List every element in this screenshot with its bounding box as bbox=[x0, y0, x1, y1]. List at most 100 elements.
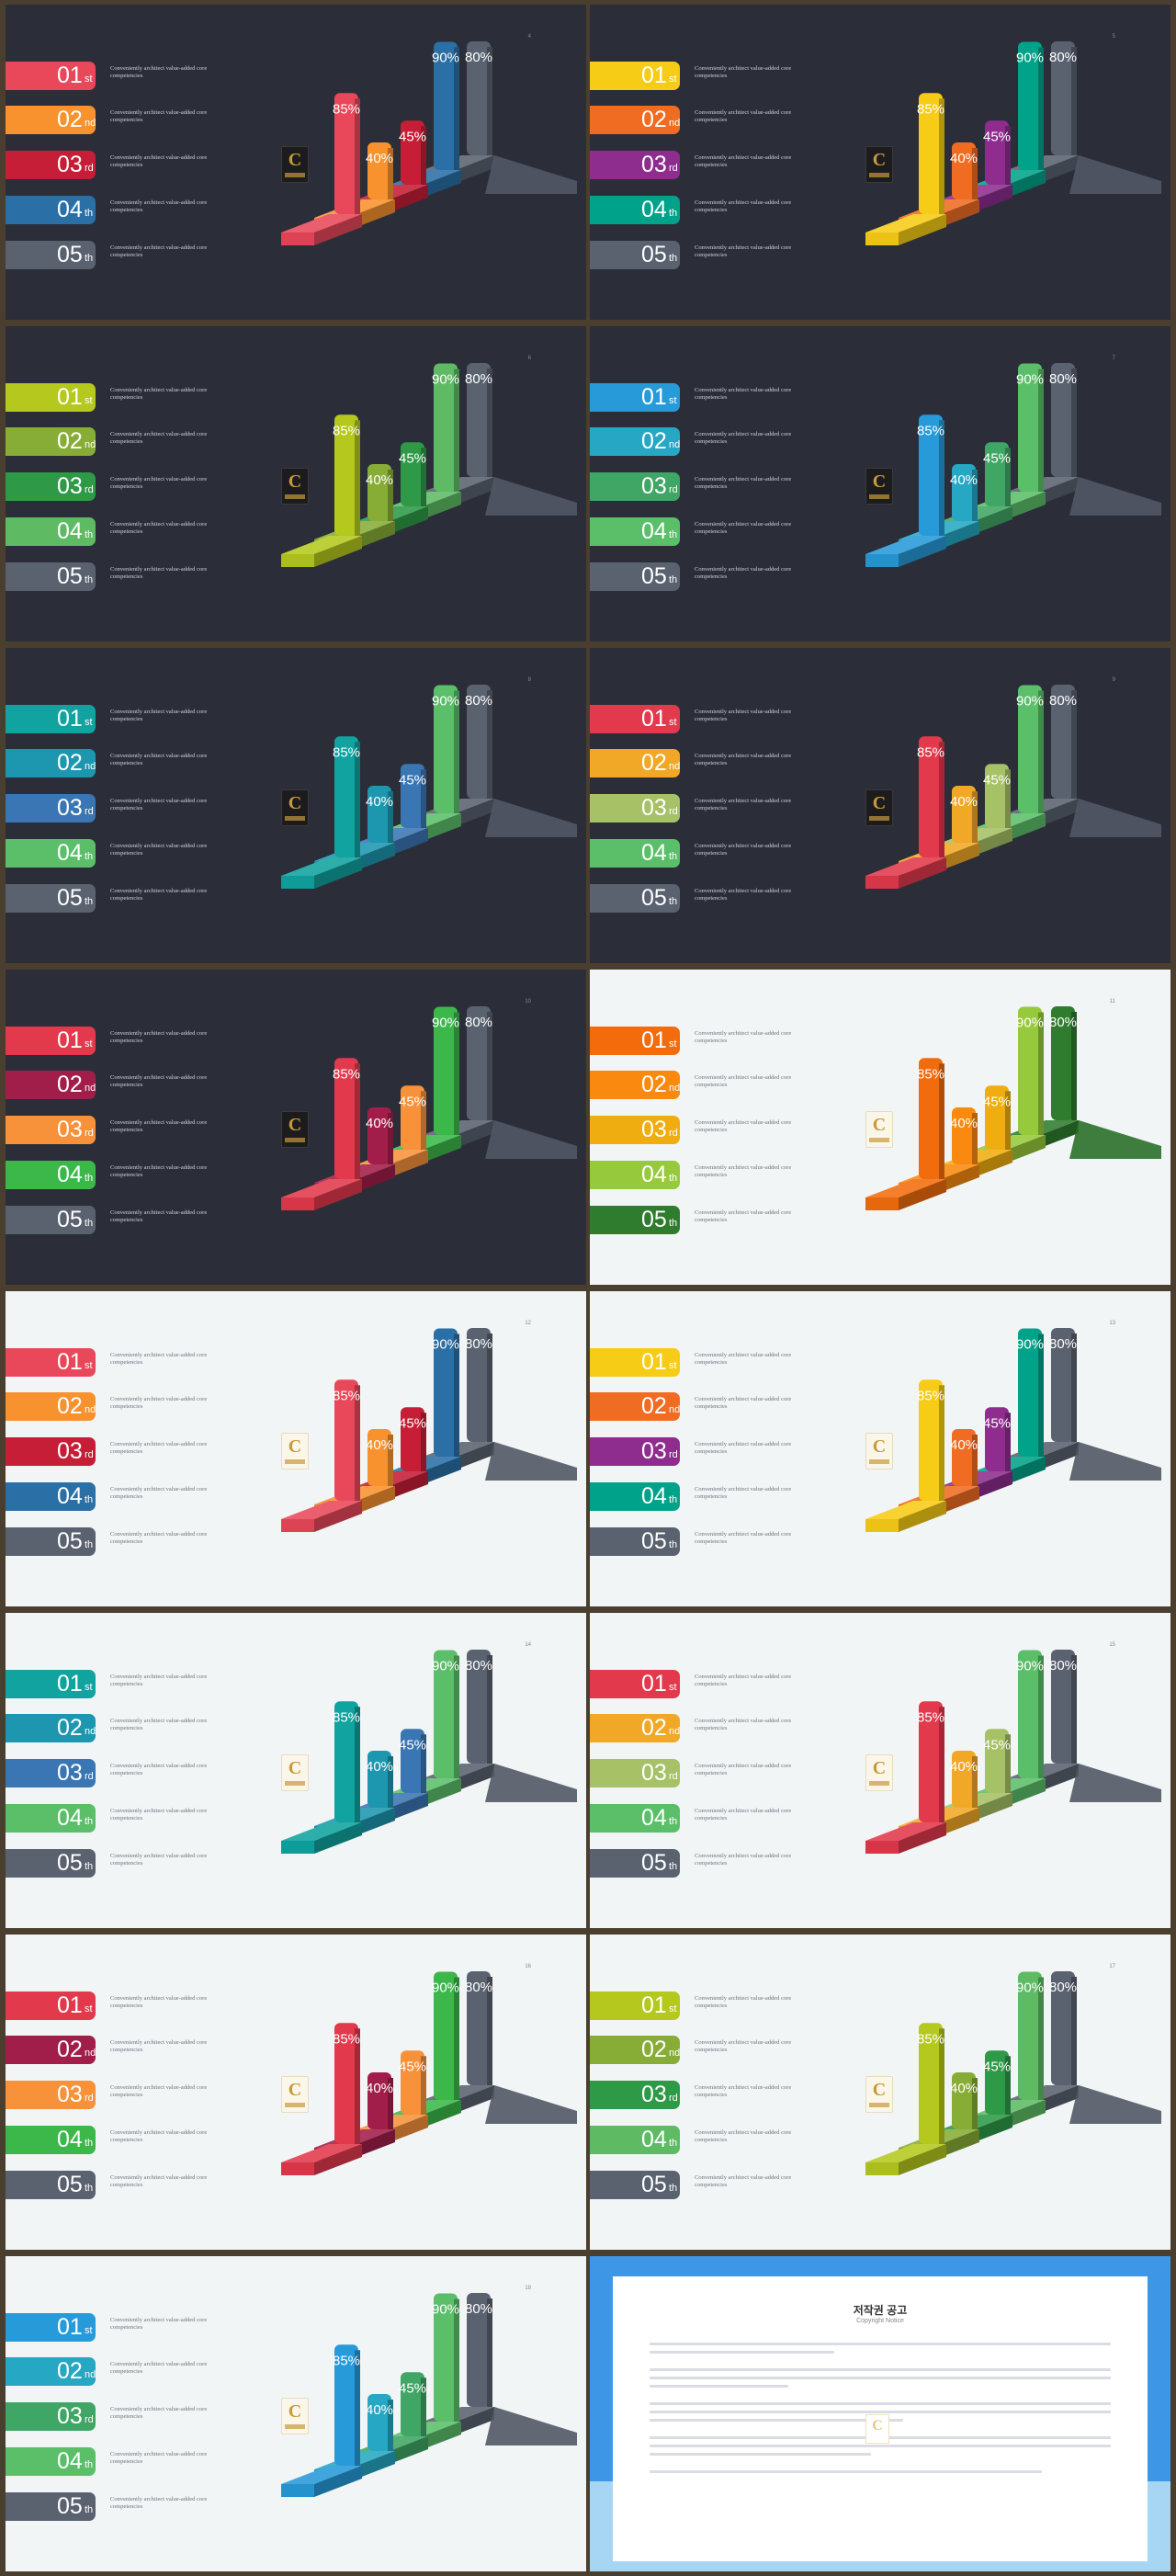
item-number: 01 bbox=[57, 62, 83, 88]
item-description: Conveniently architect value-added core … bbox=[695, 1531, 792, 1545]
logo-letter: C bbox=[288, 1115, 302, 1135]
bar bbox=[467, 1328, 492, 1442]
item-suffix: nd bbox=[669, 1726, 681, 1737]
stair-bar-chart: 80% 90% 45% 40% 85% bbox=[865, 1328, 1161, 1532]
bar-value-label: 45% bbox=[983, 2059, 1011, 2074]
item-description: Conveniently architect value-added core … bbox=[110, 1763, 208, 1776]
bar-value-label: 90% bbox=[432, 51, 459, 66]
item-suffix: rd bbox=[85, 2414, 94, 2425]
brand-logo: C bbox=[865, 1754, 893, 1791]
chart-platform bbox=[1069, 477, 1161, 516]
item-suffix: th bbox=[669, 208, 678, 219]
chart-platform bbox=[485, 477, 577, 516]
item-number: 04 bbox=[641, 518, 667, 544]
bar-value-label: 80% bbox=[1049, 1658, 1077, 1674]
item-description: Conveniently architect value-added core … bbox=[695, 1808, 792, 1821]
stair-bar-chart: 80% 90% 45% 40% 85% bbox=[281, 1006, 577, 1210]
item-description: Conveniently architect value-added core … bbox=[110, 1164, 208, 1178]
bar-value-label: 90% bbox=[432, 694, 459, 709]
bar-value-label: 45% bbox=[983, 129, 1011, 144]
copyright-text-block bbox=[650, 2343, 1111, 2479]
item-description: Conveniently architect value-added core … bbox=[110, 2361, 208, 2375]
brand-logo: C bbox=[281, 146, 309, 183]
item-number: 05 bbox=[641, 885, 667, 911]
brand-logo: C bbox=[865, 146, 893, 183]
bar-value-label: 85% bbox=[333, 2353, 360, 2368]
page-number: 7 bbox=[1112, 356, 1115, 361]
item-description: Conveniently architect value-added core … bbox=[695, 2039, 792, 2053]
brand-logo: C bbox=[865, 789, 893, 826]
item-number: 04 bbox=[57, 2448, 83, 2474]
bar bbox=[334, 414, 360, 536]
logo-letter: C bbox=[288, 2401, 302, 2422]
logo-letter: C bbox=[288, 471, 302, 492]
copyright-slide[interactable]: 저작권 공고 Copyright Notice C bbox=[590, 2256, 1170, 2571]
item-description: Conveniently architect value-added core … bbox=[695, 1763, 792, 1776]
bar-value-label: 80% bbox=[1049, 1015, 1077, 1030]
item-description: Conveniently architect value-added core … bbox=[695, 888, 792, 902]
item-description: Conveniently architect value-added core … bbox=[110, 1718, 208, 1731]
logo-underline bbox=[285, 1459, 305, 1464]
item-description: Conveniently architect value-added core … bbox=[695, 431, 792, 445]
item-number: 01 bbox=[641, 384, 667, 410]
bar-value-label: 40% bbox=[950, 1759, 978, 1775]
page-number: 14 bbox=[525, 1642, 531, 1648]
bar-step bbox=[865, 857, 946, 889]
bar bbox=[368, 2072, 393, 2129]
item-suffix: st bbox=[85, 1360, 93, 1371]
item-description: Conveniently architect value-added core … bbox=[695, 2174, 792, 2188]
bar-value-label: 80% bbox=[465, 371, 492, 387]
bar-value-label: 90% bbox=[1016, 1980, 1044, 1996]
item-description: Conveniently architect value-added core … bbox=[110, 109, 208, 123]
item-suffix: nd bbox=[85, 1404, 96, 1415]
bar bbox=[434, 41, 459, 170]
bar bbox=[1051, 1006, 1077, 1120]
item-suffix: th bbox=[669, 1218, 678, 1229]
item-description: Conveniently architect value-added core … bbox=[110, 199, 208, 213]
page-number: 10 bbox=[525, 999, 531, 1004]
bar-value-label: 85% bbox=[333, 2031, 360, 2047]
item-description: Conveniently architect value-added core … bbox=[110, 65, 208, 79]
item-suffix: st bbox=[85, 1682, 93, 1693]
item-number: 04 bbox=[641, 1805, 667, 1831]
bar bbox=[434, 2293, 459, 2422]
item-description: Conveniently architect value-added core … bbox=[695, 1441, 792, 1455]
bar bbox=[368, 142, 393, 199]
logo-underline bbox=[869, 494, 889, 499]
item-suffix: th bbox=[85, 253, 94, 264]
item-suffix: st bbox=[669, 1038, 677, 1050]
